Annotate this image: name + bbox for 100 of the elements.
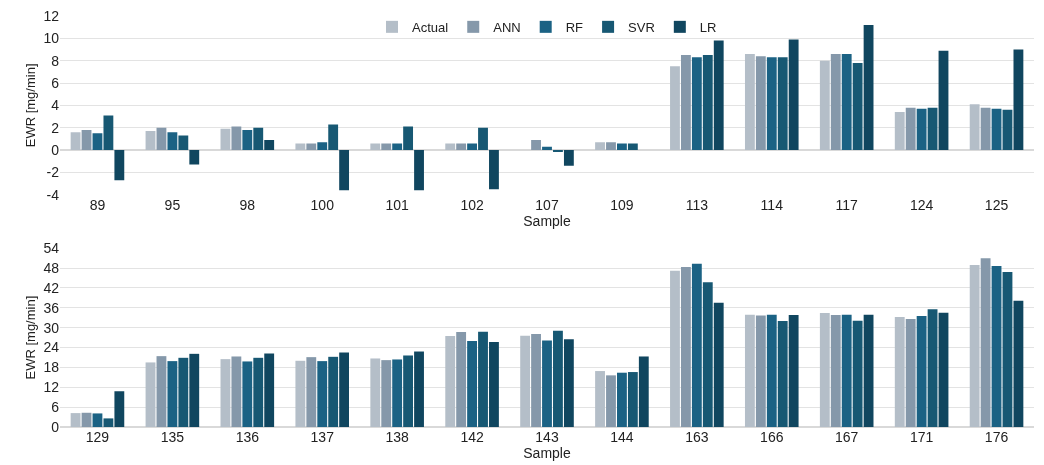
bar: [595, 142, 605, 151]
bar: [114, 150, 125, 181]
y-tick-label: 2: [51, 119, 60, 136]
bar: [478, 331, 488, 427]
bar: [242, 129, 253, 151]
bar: [819, 313, 830, 427]
bar: [70, 413, 81, 427]
bar: [317, 361, 328, 427]
x-tick-label: 114: [760, 196, 784, 213]
bar: [370, 358, 381, 427]
bar: [691, 57, 702, 151]
bar: [414, 351, 424, 427]
legend-label: SVR: [628, 19, 655, 35]
bar: [1002, 109, 1013, 151]
legend-label: LR: [699, 19, 717, 35]
bar: [938, 312, 949, 427]
bar: [103, 418, 114, 427]
y-tick-label: 12: [43, 379, 60, 396]
bar: [744, 314, 755, 427]
bar: [617, 143, 627, 151]
bar: [841, 53, 852, 151]
x-tick-label: 144: [610, 429, 634, 445]
bar: [414, 150, 424, 191]
bar: [381, 143, 392, 151]
bar: [969, 104, 980, 151]
bar: [744, 53, 755, 151]
bar: [145, 131, 156, 151]
bar: [755, 56, 766, 151]
bar: [905, 319, 916, 427]
bar: [220, 128, 231, 151]
y-axis-title: EWR [mg/min]: [23, 63, 39, 148]
bar: [830, 53, 841, 151]
bar: [114, 391, 125, 427]
bar: [766, 314, 777, 427]
bar: [916, 108, 927, 151]
bar: [489, 150, 499, 190]
bar: [777, 321, 788, 427]
bar: [627, 372, 638, 427]
x-tick-label: 136: [235, 429, 260, 445]
bar: [980, 107, 991, 151]
bar: [713, 302, 724, 427]
bar: [156, 127, 167, 151]
bar: [553, 330, 563, 427]
bar: [295, 143, 306, 151]
bar: [627, 143, 638, 151]
legend-label: RF: [565, 19, 584, 35]
bar: [894, 112, 905, 151]
x-tick-label: 107: [535, 196, 559, 213]
bar: [253, 357, 264, 427]
x-tick-label: 163: [685, 429, 709, 445]
bar: [1013, 49, 1024, 151]
bar: [264, 353, 275, 427]
x-tick-label: 102: [460, 196, 484, 213]
y-tick-label: 24: [43, 339, 60, 356]
bar: [220, 359, 231, 427]
bar: [489, 341, 499, 427]
bar: [680, 55, 691, 151]
x-tick-label: 117: [835, 196, 859, 213]
bar: [980, 258, 991, 427]
bar: [702, 55, 713, 151]
bar: [542, 340, 552, 427]
bar: [991, 108, 1002, 151]
x-tick-label: 171: [909, 429, 934, 445]
y-tick-label: -4: [46, 186, 60, 203]
bar: [788, 315, 799, 427]
x-tick-label: 124: [909, 196, 934, 213]
bar: [938, 50, 949, 151]
bar: [231, 126, 242, 151]
legend-label: Actual: [412, 19, 449, 35]
bar: [264, 140, 275, 151]
bar: [777, 57, 788, 151]
bar: [766, 57, 777, 151]
bar: [841, 314, 852, 427]
bar: [70, 132, 81, 151]
bar: [339, 150, 350, 191]
x-tick-label: 113: [685, 196, 709, 213]
bar: [852, 320, 863, 427]
bar: [670, 270, 680, 427]
x-tick-label: 137: [310, 429, 335, 445]
bar: [702, 282, 713, 427]
bar: [339, 352, 350, 427]
bar: [467, 143, 477, 151]
bar: [755, 315, 766, 427]
bar: [563, 150, 574, 166]
y-tick-label: 12: [43, 7, 60, 24]
bar: [392, 143, 403, 151]
bar: [103, 115, 114, 151]
bar: [467, 340, 477, 427]
x-tick-label: 166: [760, 429, 784, 445]
bar: [189, 150, 200, 165]
bar: [927, 309, 938, 427]
y-axis-title: EWR [mg/min]: [23, 295, 39, 380]
y-tick-label: 8: [51, 52, 60, 69]
bar: [167, 132, 178, 151]
x-tick-label: 143: [535, 429, 559, 445]
bar: [445, 143, 456, 151]
bar: [1013, 300, 1024, 427]
bar: [531, 333, 541, 427]
bar: [92, 413, 103, 427]
bar: [927, 107, 938, 151]
